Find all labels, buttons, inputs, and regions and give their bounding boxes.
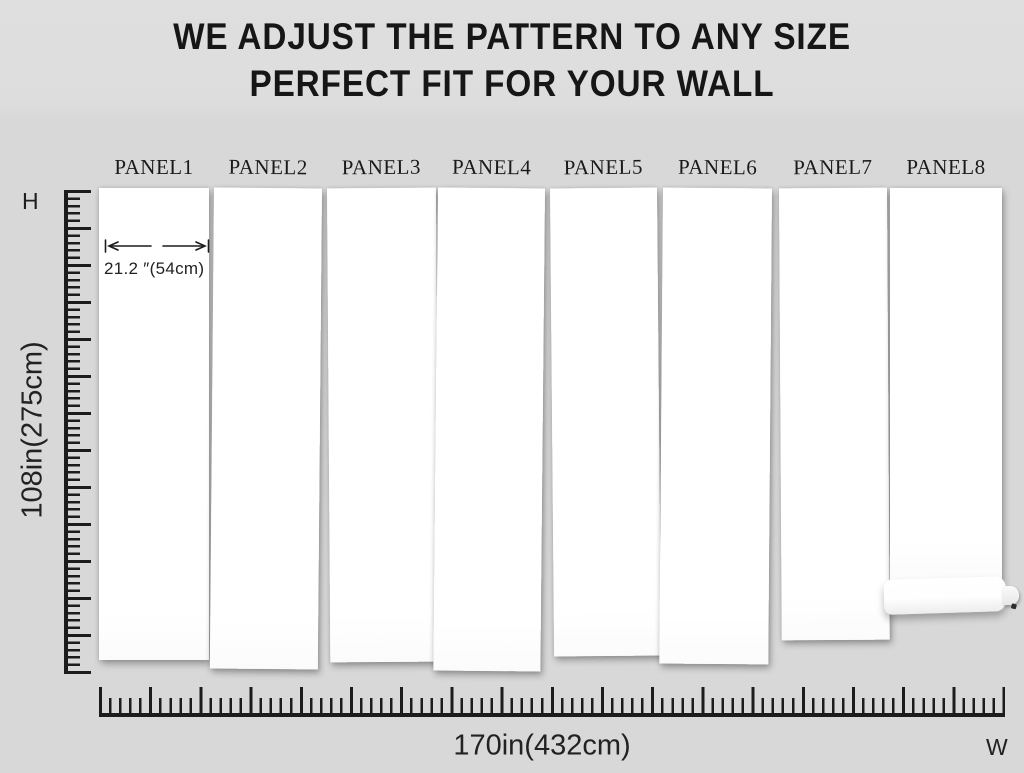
title-line-2: PERFECT FIT FOR YOUR WALL [249, 63, 775, 104]
wallpaper-panel-1: PANEL1 [99, 155, 209, 660]
wallpaper-roll-end-cap [1002, 585, 1020, 606]
width-axis-letter: W [986, 734, 1008, 760]
wallpaper-panel-2: PANEL2 [209, 155, 322, 670]
wallpaper-panel-3: PANEL3 [327, 155, 440, 663]
width-value-label: 170in(432cm) [453, 729, 631, 762]
wallpaper-panel-7: PANEL7 [779, 155, 890, 641]
panel-label: PANEL6 [677, 154, 758, 180]
page-title: WE ADJUST THE PATTERN TO ANY SIZE PERFEC… [51, 13, 973, 107]
wallpaper-panel-4: PANEL4 [433, 155, 545, 672]
panel-width-annotation: 21.2 ″(54cm) [104, 238, 210, 279]
wallpaper-roll [883, 576, 1020, 615]
wallpaper-panel-6: PANEL6 [659, 155, 772, 665]
panel-width-arrow-icon [104, 239, 210, 253]
panel-width-value: 21.2 ″(54cm) [104, 259, 205, 278]
panel-label: PANEL8 [906, 155, 986, 179]
wallpaper-panel-8: PANEL8 [890, 155, 1002, 580]
panel-label: PANEL5 [563, 154, 644, 180]
height-axis-letter: H [22, 188, 39, 214]
wallpaper-panel-5: PANEL5 [550, 155, 662, 657]
title-line-1: WE ADJUST THE PATTERN TO ANY SIZE [173, 16, 851, 57]
panel-label: PANEL1 [114, 155, 194, 179]
wallpaper-roll-end-dot [1010, 603, 1017, 610]
height-ruler [64, 190, 95, 674]
width-ruler [99, 683, 1005, 717]
height-value-label: 108in(275cm) [16, 341, 49, 519]
